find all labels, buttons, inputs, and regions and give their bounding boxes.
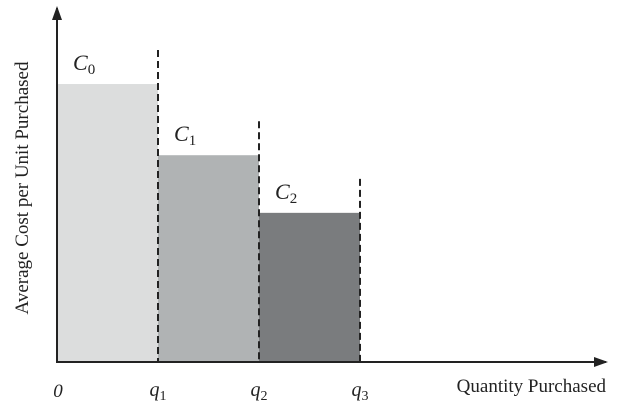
bar-c2 [259, 212, 360, 362]
x-tick-label-q2: q2 [251, 379, 268, 404]
x-tick-label-q3: q3 [352, 379, 369, 404]
x-axis-title: Quantity Purchased [457, 376, 607, 397]
bar-c1 [158, 155, 259, 362]
x-tick-labels: q1 q2 q3 [150, 379, 369, 404]
bar-labels: C0 C1 C2 [73, 50, 297, 207]
bar-label-c1: C1 [174, 121, 196, 149]
dashed-breaks [157, 50, 361, 362]
origin-label: 0 [53, 381, 63, 402]
bar-label-c0: C0 [73, 50, 95, 78]
x-tick-label-q1: q1 [150, 379, 167, 404]
bar-label-c2: C2 [275, 179, 297, 207]
bar-c0 [57, 84, 158, 363]
bars-layer [57, 84, 360, 363]
y-axis-title: Average Cost per Unit Purchased [12, 61, 33, 314]
